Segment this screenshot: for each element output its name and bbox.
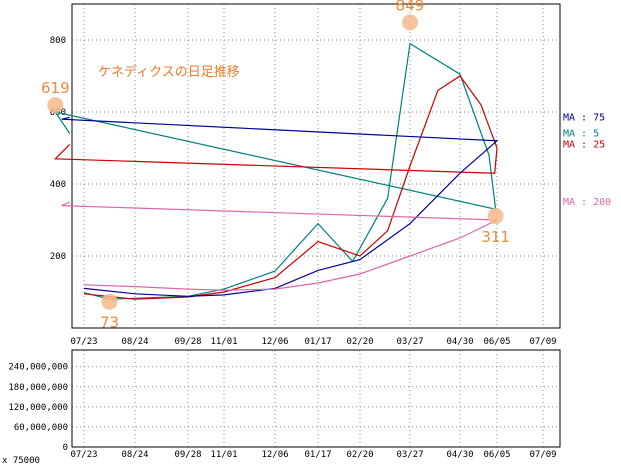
- price-annotations: 849 619 311 73: [41, 0, 510, 332]
- price-x-tick: 01/17: [304, 337, 331, 347]
- price-y-tick: 800: [50, 36, 66, 46]
- volume-y-tick: 0: [63, 443, 68, 453]
- price-x-tick: 12/06: [261, 337, 288, 347]
- moving-average-line: [53, 75, 498, 300]
- volume-x-tick: 03/27: [396, 450, 423, 460]
- price-x-axis: 07/23 08/24 09/28 11/01 12/06 01/17 02/20 03/27…: [70, 337, 556, 347]
- moving-average-line: [61, 116, 499, 297]
- moving-average-label: MA : 200: [563, 197, 611, 208]
- annotation-marker: [487, 208, 504, 225]
- annotation-marker: [47, 97, 64, 114]
- volume-grid: [72, 350, 560, 447]
- moving-average-line: [61, 201, 498, 291]
- moving-average-line: [53, 42, 497, 300]
- volume-x-axis: 07/23 08/24 09/28 11/01 12/06 01/17 02/20 03/27…: [70, 450, 556, 460]
- moving-average-legend: MA : 5MA : 25 MA : 75 MA : 200: [563, 112, 611, 208]
- moving-average-lines: [53, 42, 499, 300]
- bottom-unit-label: x 75000: [2, 456, 40, 465]
- price-x-tick: 03/27: [396, 337, 423, 347]
- volume-x-tick: 12/06: [261, 450, 288, 460]
- price-x-tick: 07/09: [529, 337, 556, 347]
- volume-x-tick: 01/17: [304, 450, 331, 460]
- chart-title: ケネディクスの日足推移: [98, 64, 240, 80]
- volume-y-tick: 60,000,000: [14, 423, 68, 433]
- price-grid: [72, 4, 560, 328]
- volume-panel: 0 60,000,000 120,000,000 180,000,000 240,000…: [8, 349, 561, 460]
- annotation-marker: [402, 14, 418, 31]
- annotation-label: 311: [481, 228, 510, 246]
- volume-x-tick: 07/23: [70, 450, 97, 460]
- volume-x-tick: 02/20: [346, 450, 373, 460]
- price-x-tick: 08/24: [121, 337, 148, 347]
- volume-x-tick: 07/09: [529, 450, 556, 460]
- price-x-tick: 06/05: [483, 337, 510, 347]
- moving-average-label: MA : 5: [563, 129, 599, 140]
- moving-average-label: MA : 25: [563, 139, 605, 150]
- volume-y-tick: 180,000,000: [8, 383, 68, 393]
- volume-y-tick: 240,000,000: [8, 363, 68, 373]
- annotation-label: 73: [100, 314, 119, 332]
- price-x-tick: 07/23: [70, 337, 97, 347]
- volume-y-tick: 120,000,000: [8, 403, 68, 413]
- price-x-tick: 04/30: [446, 337, 473, 347]
- price-x-tick: 11/01: [210, 337, 237, 347]
- volume-x-tick: 09/28: [174, 450, 201, 460]
- moving-average-label: MA : 75: [563, 112, 605, 123]
- volume-x-tick: 08/24: [121, 450, 148, 460]
- price-y-tick: 400: [50, 180, 66, 190]
- volume-x-tick: 06/05: [483, 450, 510, 460]
- price-y-tick: 200: [50, 252, 66, 262]
- volume-x-tick: 04/30: [446, 450, 473, 460]
- volume-panel-frame: [71, 349, 561, 448]
- price-x-tick: 02/20: [346, 337, 373, 347]
- annotation-marker: [101, 293, 118, 310]
- annotation-label: 619: [41, 79, 70, 97]
- annotation-label: 849: [396, 0, 425, 14]
- volume-y-axis: 0 60,000,000 120,000,000 180,000,000 240,000…: [8, 363, 68, 453]
- price-x-tick: 09/28: [174, 337, 201, 347]
- price-panel-frame: [71, 3, 561, 329]
- volume-x-tick: 11/01: [210, 450, 237, 460]
